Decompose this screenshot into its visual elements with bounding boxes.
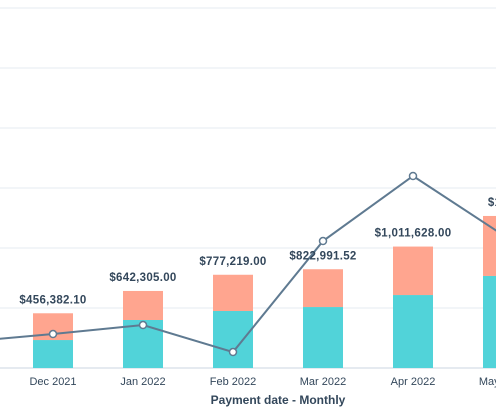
bar-segment bbox=[123, 290, 163, 320]
bar-segment bbox=[213, 311, 253, 368]
total-label: $642,305.00 bbox=[109, 272, 176, 284]
line-point bbox=[138, 320, 148, 330]
total-label: $777,219.00 bbox=[199, 256, 266, 268]
bar-segment bbox=[483, 275, 496, 368]
bar-segment bbox=[393, 246, 433, 296]
total-label: $456,382.10 bbox=[19, 294, 86, 306]
bar-segment bbox=[303, 307, 343, 368]
bar-segment bbox=[483, 215, 496, 276]
total-label: $1,011,628.00 bbox=[375, 228, 452, 240]
grid bbox=[0, 7, 496, 369]
bar-segment bbox=[303, 269, 343, 308]
line-point bbox=[228, 347, 238, 357]
x-tick-label: Jan 2022 bbox=[120, 376, 165, 388]
bar-segment bbox=[393, 295, 433, 368]
x-axis-title: Payment date - Monthly bbox=[211, 393, 346, 407]
labels: Dec 2021 $456,382.10 Jan 2022 $642,305.00 Fe… bbox=[19, 197, 496, 388]
line-point bbox=[318, 236, 328, 246]
bar-segment bbox=[213, 274, 253, 311]
bar-segment bbox=[33, 340, 73, 368]
x-tick-label: May 2022 bbox=[479, 376, 496, 388]
bars bbox=[33, 215, 496, 368]
x-tick-label: Dec 2021 bbox=[29, 376, 76, 388]
x-tick-label: Apr 2022 bbox=[391, 376, 436, 388]
total-label: $822,991.52 bbox=[289, 250, 356, 262]
total-label: $1,27 bbox=[488, 197, 496, 209]
x-tick-label: Mar 2022 bbox=[300, 376, 346, 388]
line-point bbox=[408, 171, 418, 181]
line-point bbox=[48, 329, 58, 339]
x-tick-label: Feb 2022 bbox=[210, 376, 256, 388]
line-layer bbox=[0, 171, 496, 357]
